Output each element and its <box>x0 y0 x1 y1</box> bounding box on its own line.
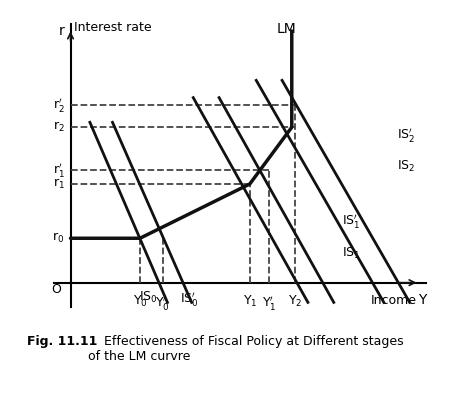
Text: Y$_2$: Y$_2$ <box>288 294 302 309</box>
Text: O: O <box>51 282 61 296</box>
Text: Y$_1$: Y$_1$ <box>242 294 257 309</box>
Text: r$_0$: r$_0$ <box>53 231 65 245</box>
Text: LM: LM <box>277 22 297 36</box>
Text: Y$_1'$: Y$_1'$ <box>262 294 276 312</box>
Text: r$_2'$: r$_2'$ <box>53 96 65 114</box>
Text: IS$_1$: IS$_1$ <box>342 245 360 260</box>
Text: Y: Y <box>419 292 427 307</box>
Text: Effectiveness of Fiscal Policy at Different stages
of the LM curvre: Effectiveness of Fiscal Policy at Differ… <box>88 335 404 363</box>
Text: IS$_0'$: IS$_0'$ <box>180 290 199 308</box>
Text: r$_2$: r$_2$ <box>53 120 65 134</box>
Text: Fig. 11.11: Fig. 11.11 <box>27 335 97 348</box>
Text: r$_1'$: r$_1'$ <box>53 162 65 179</box>
Text: IS$_1'$: IS$_1'$ <box>342 212 360 230</box>
Text: r$_1$: r$_1$ <box>53 177 65 191</box>
Text: Y$_0$: Y$_0$ <box>133 294 147 309</box>
Text: Interest rate: Interest rate <box>74 20 151 33</box>
Text: IS$_2'$: IS$_2'$ <box>397 126 415 144</box>
Text: Y$_0'$: Y$_0'$ <box>155 294 170 312</box>
Text: IS$_0$: IS$_0$ <box>139 290 158 305</box>
Text: Income: Income <box>371 294 417 307</box>
Text: r: r <box>59 24 65 38</box>
Text: IS$_2$: IS$_2$ <box>397 159 415 174</box>
